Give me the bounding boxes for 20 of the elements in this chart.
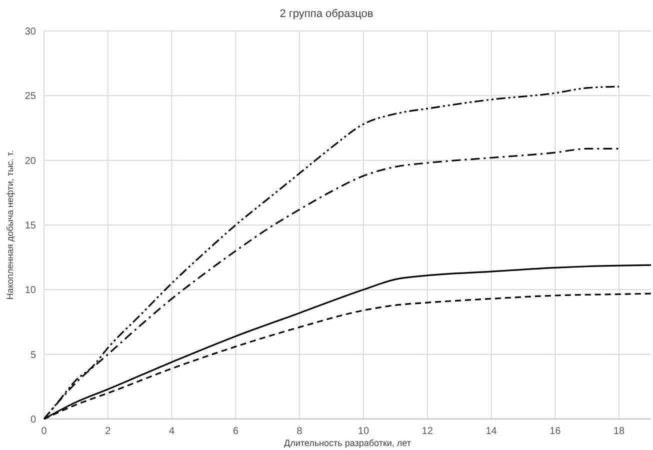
- x-axis-title: Длительность разработки, лет: [284, 438, 412, 448]
- y-tick-label: 10: [24, 285, 36, 296]
- x-tick-label: 10: [358, 426, 370, 437]
- x-tick-label: 4: [169, 426, 176, 437]
- x-tick-label: 16: [550, 426, 562, 437]
- x-tick-label: 2: [105, 426, 112, 437]
- y-tick-label: 25: [24, 91, 36, 102]
- x-tick-label: 12: [422, 426, 434, 437]
- x-tick-label: 8: [296, 426, 303, 437]
- y-tick-label: 30: [24, 26, 36, 38]
- x-tick-label: 14: [486, 426, 498, 437]
- y-axis-title: Накопленная добыча нефти, тыс. т.: [5, 150, 15, 300]
- y-tick-label: 20: [24, 156, 36, 167]
- y-tick-label: 15: [24, 220, 36, 232]
- y-tick-label: 5: [30, 350, 36, 361]
- y-tick-label: 0: [30, 414, 36, 426]
- x-tick-label: 18: [613, 426, 626, 437]
- chart-title: 2 группа образцов: [280, 8, 374, 20]
- x-tick-label: 0: [41, 426, 48, 437]
- x-tick-label: 6: [232, 426, 239, 437]
